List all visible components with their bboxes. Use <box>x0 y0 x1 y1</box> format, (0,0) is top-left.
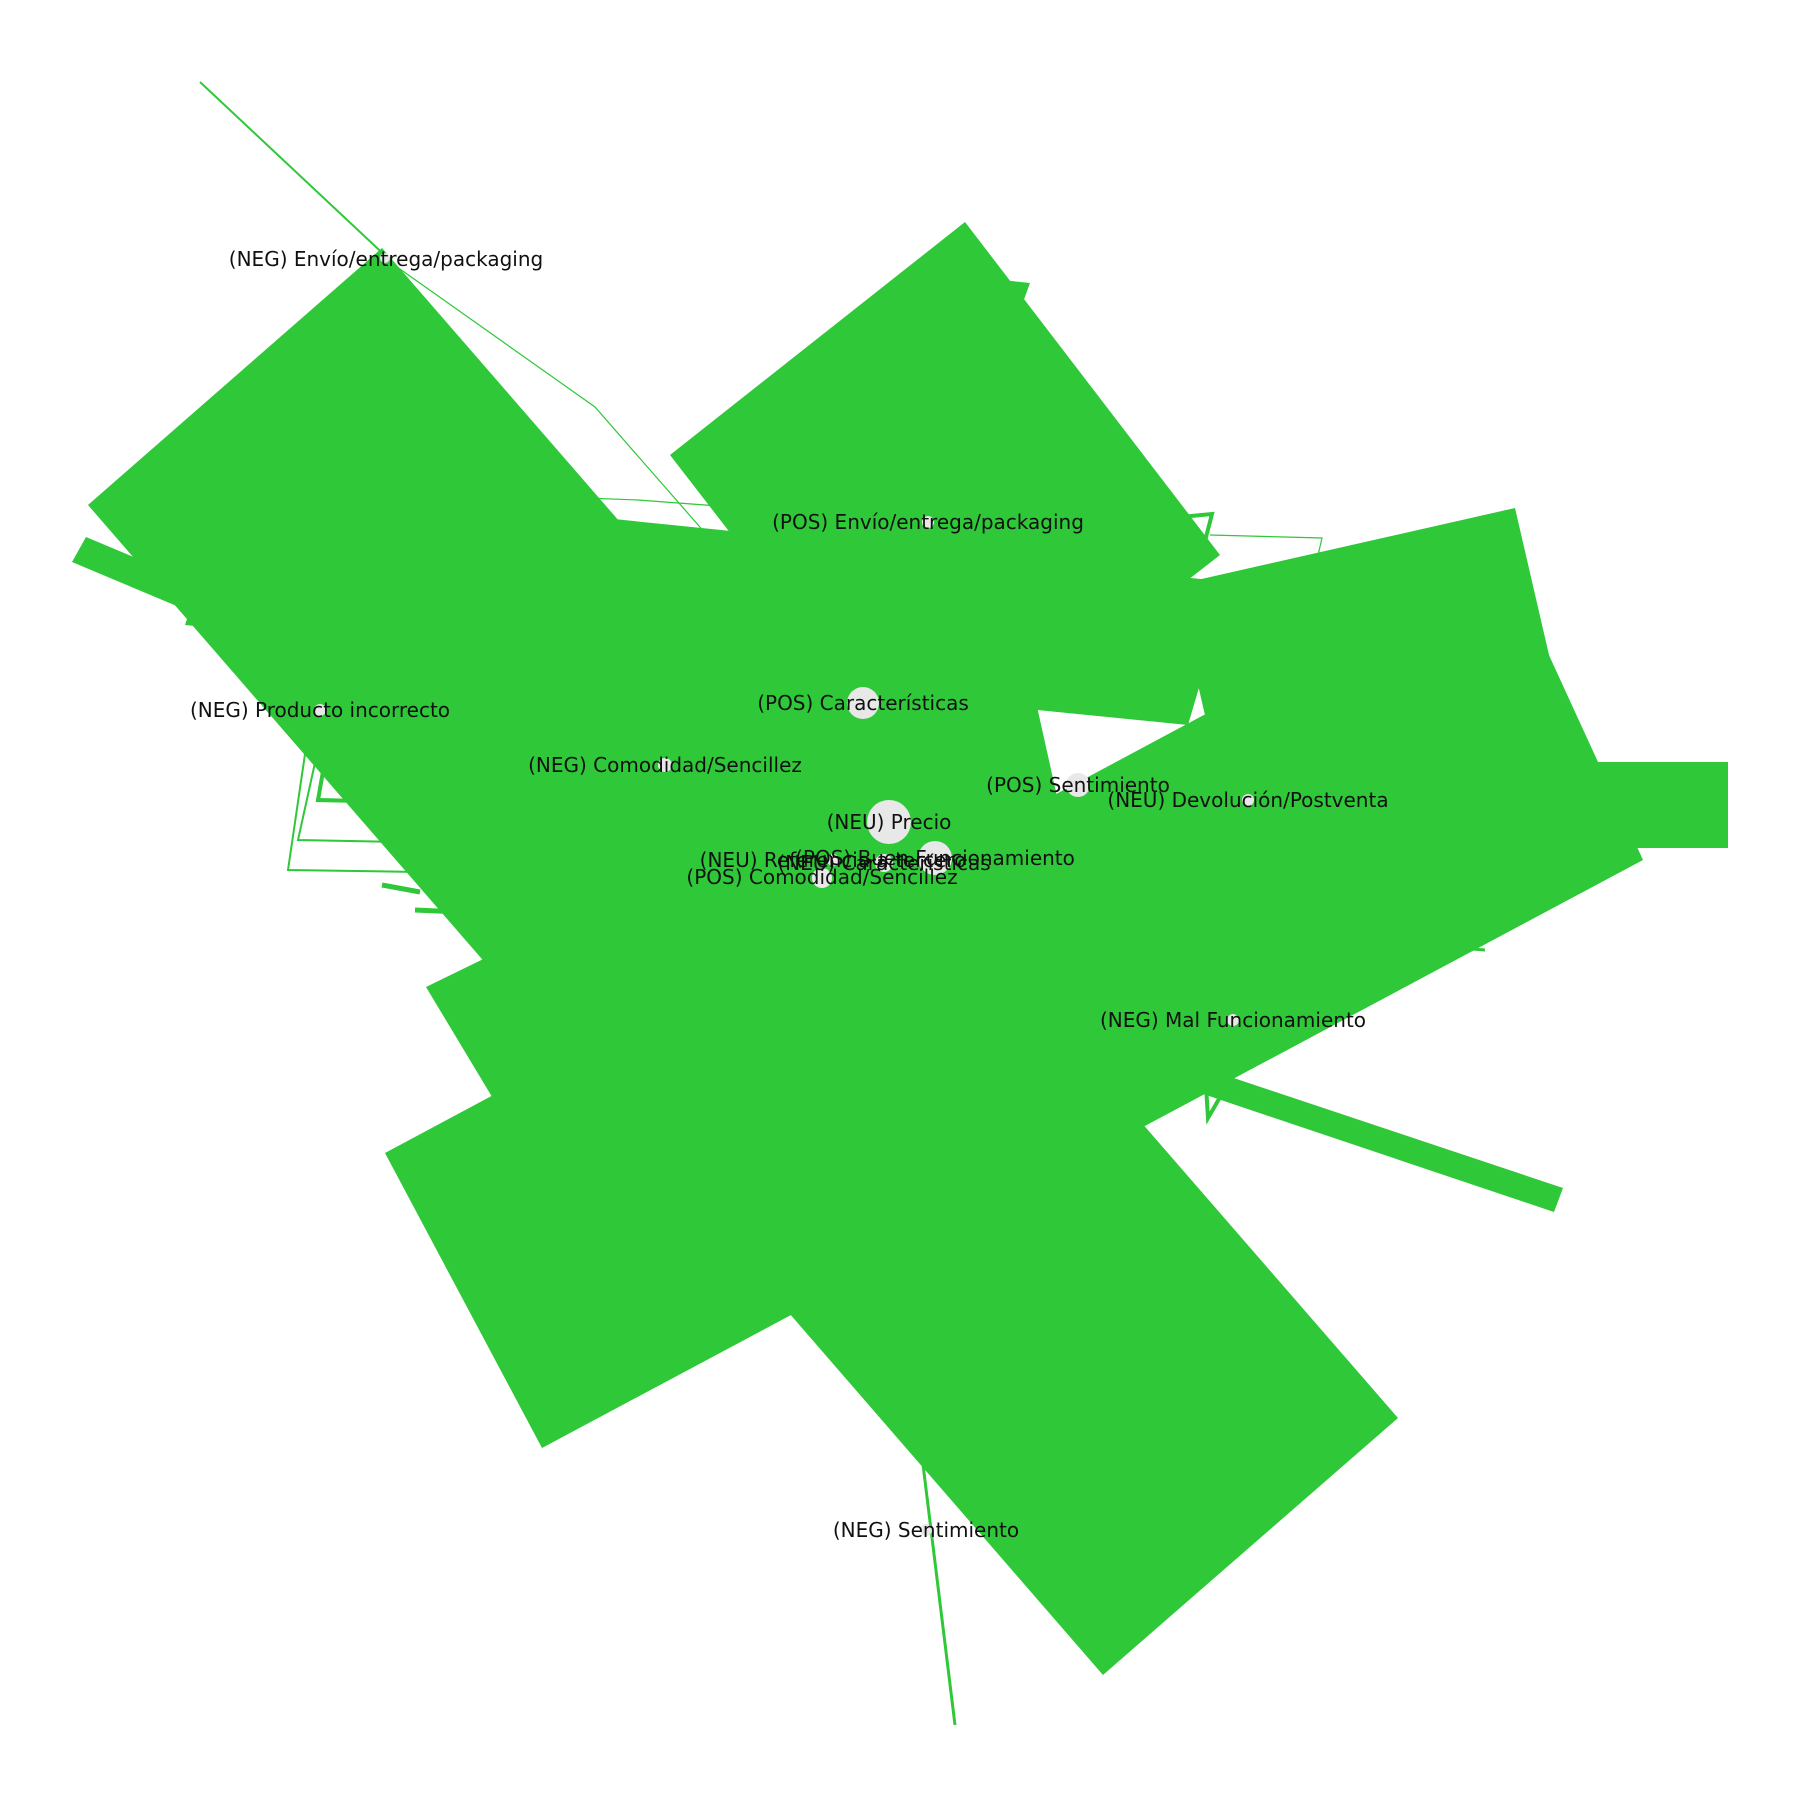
node-circle <box>380 253 390 263</box>
node-circle <box>658 758 672 772</box>
node-circle <box>875 854 893 872</box>
thin-edge <box>1169 511 1215 546</box>
node-circle <box>920 1524 932 1536</box>
node-circle <box>1066 773 1090 797</box>
node-label-neg-producto: (NEG) Producto incorrecto <box>190 698 450 722</box>
node-label-neg-mal: (NEG) Mal Funcionamiento <box>1100 1008 1366 1032</box>
thin-edge <box>296 739 401 843</box>
graph-labels: (NEG) Envío/entrega/packaging (POS) Enví… <box>190 247 1389 1542</box>
graph-nodes <box>314 253 1254 1536</box>
node-circle <box>1242 794 1254 806</box>
thick-edge <box>1108 1040 1563 1212</box>
thin-edge <box>414 907 461 915</box>
thick-edge <box>1190 762 1728 848</box>
thick-edge <box>925 272 1030 305</box>
node-label-neg-comodidad: (NEG) Comodidad/Sencillez <box>528 753 802 777</box>
node-circle <box>314 704 326 716</box>
node-label-pos-buen: (POS) Buen Funcionamiento <box>795 846 1075 870</box>
thin-edge <box>559 496 746 509</box>
thin-edge <box>719 552 747 600</box>
node-circle <box>812 868 832 888</box>
node-label-neu-devolucion: (NEU) Devolución/Postventa <box>1107 788 1388 812</box>
thin-edge <box>918 1439 957 1726</box>
node-label-neg-envio: (NEG) Envío/entrega/packaging <box>229 247 543 271</box>
node-label-neg-sentimiento: (NEG) Sentimiento <box>833 1518 1019 1542</box>
thin-edge <box>1209 534 1323 591</box>
node-circle <box>918 841 952 875</box>
node-label-neu-caracteristicas: (NEU) Características <box>777 851 990 875</box>
thin-edge <box>199 81 393 263</box>
node-circle <box>827 854 839 866</box>
thin-edge <box>315 759 401 804</box>
thin-edge <box>1419 943 1486 952</box>
node-circle <box>1227 1014 1239 1026</box>
node-label-pos-envio: (POS) Envío/entrega/packaging <box>772 510 1084 534</box>
node-label-pos-sentimiento: (POS) Sentimiento <box>986 773 1170 797</box>
node-circle <box>922 516 934 528</box>
node-label-neu-precio: (NEU) Precio <box>827 810 952 834</box>
node-circle <box>867 800 911 844</box>
thin-edge <box>389 261 721 551</box>
thin-edge <box>741 566 776 572</box>
thin-edge <box>381 882 421 895</box>
node-label-pos-comodidad: (POS) Comodidad/Sencillez <box>686 865 957 889</box>
node-label-pos-caracteristicas: (POS) Características <box>757 691 969 715</box>
thick-edge <box>700 540 1080 960</box>
node-label-neu-referencia: (NEU) Referencia a tercero <box>700 848 967 872</box>
node-circle <box>847 687 879 719</box>
thin-edge <box>286 719 421 873</box>
graph-edges <box>72 81 1728 1726</box>
thin-edge <box>1203 1069 1232 1125</box>
